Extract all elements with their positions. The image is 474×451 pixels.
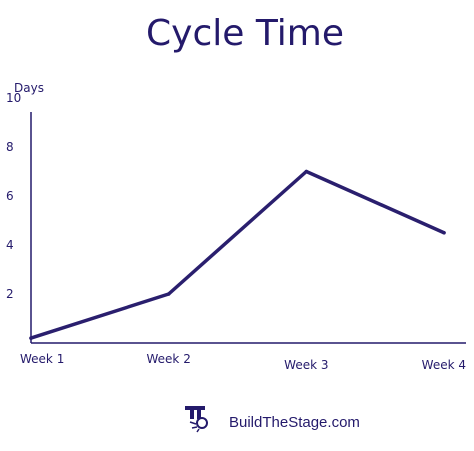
stage-spotlight-icon xyxy=(185,406,208,433)
x-tick-label-week-2: Week 2 xyxy=(147,352,191,366)
x-tick-label-week-4: Week 4 xyxy=(422,358,466,372)
y-tick-label-10: 10 xyxy=(6,91,21,105)
y-tick-label-8: 8 xyxy=(6,140,14,154)
series-layer xyxy=(29,169,446,340)
series-line-0 xyxy=(29,169,446,340)
y-tick-label-2: 2 xyxy=(6,287,14,301)
y-tick-label-6: 6 xyxy=(6,189,14,203)
chart-title: Cycle Time xyxy=(146,13,344,54)
data-point-week-1 xyxy=(29,336,33,340)
y-axis-label: Days xyxy=(14,81,44,95)
y-tick-label-4: 4 xyxy=(6,238,14,252)
x-tick-label-week-3: Week 3 xyxy=(284,358,328,372)
data-point-week-3 xyxy=(304,169,309,174)
y-tick-labels: 2 4 6 8 10 xyxy=(6,91,21,301)
x-tick-label-week-1: Week 1 xyxy=(20,352,64,366)
data-point-week-2 xyxy=(166,292,171,296)
footer-site-text: BuildTheStage.com xyxy=(229,414,360,431)
data-point-week-4 xyxy=(442,231,446,235)
x-tick-labels: Week 1 Week 2 Week 3 Week 4 xyxy=(20,352,466,372)
